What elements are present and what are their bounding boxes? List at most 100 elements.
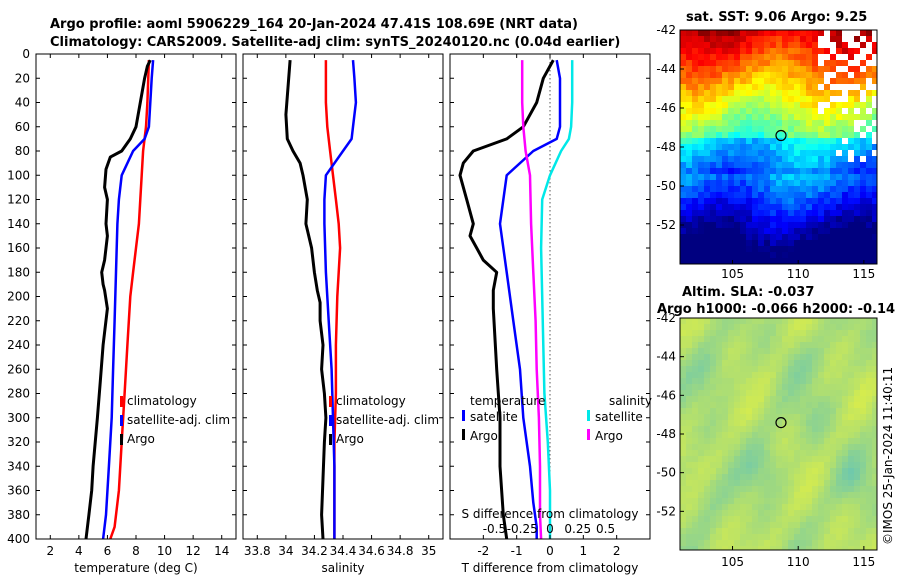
sst-cell (794, 90, 800, 96)
sst-cell (710, 54, 716, 60)
sst-cell (752, 222, 758, 228)
sla-cell (722, 336, 728, 342)
sla-cell (680, 324, 686, 330)
sst-cell (692, 36, 698, 42)
sst-cell (800, 78, 806, 84)
sla-cell (728, 354, 734, 360)
sla-cell (746, 486, 752, 492)
sla-cell (860, 450, 866, 456)
sst-cell (830, 120, 836, 126)
sla-cell (800, 354, 806, 360)
sst-cell (818, 204, 824, 210)
sst-cell (794, 150, 800, 156)
sst-cell (872, 252, 877, 258)
sla-cell (824, 366, 830, 372)
sst-cell (806, 150, 812, 156)
sla-cell (734, 384, 740, 390)
sst-cell (788, 258, 794, 264)
sst-cell (860, 30, 866, 36)
sst-cell (860, 138, 866, 144)
sst-cell (680, 258, 686, 264)
sst-cell (698, 132, 704, 138)
sla-cell (866, 402, 872, 408)
sst-cell (734, 126, 740, 132)
s-axis-tick-label: 0.25 (564, 522, 591, 536)
sst-cell (866, 144, 872, 150)
sst-cell (830, 168, 836, 174)
sla-cell (836, 444, 842, 450)
sst-cell (836, 156, 842, 162)
sst-cell (680, 78, 686, 84)
sla-cell (872, 480, 877, 486)
sst-cell (764, 228, 770, 234)
sst-cell (710, 48, 716, 54)
sst-cell (806, 228, 812, 234)
sla-cell (842, 396, 848, 402)
sla-cell (836, 366, 842, 372)
sst-cell (872, 246, 877, 252)
sla-cell (860, 540, 866, 546)
sst-cell (740, 48, 746, 54)
sla-cell (746, 444, 752, 450)
sla-cell (848, 546, 854, 550)
sla-cell (794, 534, 800, 540)
sla-cell (782, 348, 788, 354)
sst-cell (794, 174, 800, 180)
sla-cell (686, 408, 692, 414)
sla-cell (872, 444, 877, 450)
sst-cell (716, 60, 722, 66)
sla-cell (812, 480, 818, 486)
sla-cell (824, 420, 830, 426)
sla-cell (800, 528, 806, 534)
sst-cell (704, 114, 710, 120)
sst-cell (788, 216, 794, 222)
sst-cell (854, 234, 860, 240)
sst-cell (836, 180, 842, 186)
series-satellite-adj-clim (101, 60, 155, 540)
sla-cell (764, 330, 770, 336)
sla-cell (734, 528, 740, 534)
sla-cell (848, 522, 854, 528)
sst-cell (788, 48, 794, 54)
sst-cell (740, 42, 746, 48)
sst-cell (782, 162, 788, 168)
sst-cell (812, 156, 818, 162)
sla-cell (818, 546, 824, 550)
sla-cell (872, 390, 877, 396)
sst-cell (788, 54, 794, 60)
sla-cell (758, 348, 764, 354)
sla-cell (818, 390, 824, 396)
sla-cell (800, 378, 806, 384)
sla-cell (866, 444, 872, 450)
sla-cell (800, 480, 806, 486)
sst-cell (872, 126, 877, 132)
sla-cell (782, 360, 788, 366)
sst-cell (716, 228, 722, 234)
sla-cell (710, 318, 716, 324)
sst-cell (824, 114, 830, 120)
sla-cell (686, 384, 692, 390)
sla-cell (746, 498, 752, 504)
sla-cell (710, 420, 716, 426)
sla-cell (746, 426, 752, 432)
sst-cell (752, 54, 758, 60)
sst-cell (794, 132, 800, 138)
sst-cell (830, 42, 836, 48)
sla-cell (746, 342, 752, 348)
sst-cell (740, 36, 746, 42)
sst-cell (794, 30, 800, 36)
sst-cell (794, 222, 800, 228)
sla-cell (824, 528, 830, 534)
sst-cell (710, 120, 716, 126)
sst-cell (758, 42, 764, 48)
sst-cell (752, 216, 758, 222)
sla-cell (722, 528, 728, 534)
sla-cell (758, 468, 764, 474)
sst-cell (836, 216, 842, 222)
sst-cell (710, 186, 716, 192)
sla-cell (830, 486, 836, 492)
sst-cell (764, 210, 770, 216)
sst-cell (680, 90, 686, 96)
sst-cell (872, 222, 877, 228)
sla-cell (800, 324, 806, 330)
